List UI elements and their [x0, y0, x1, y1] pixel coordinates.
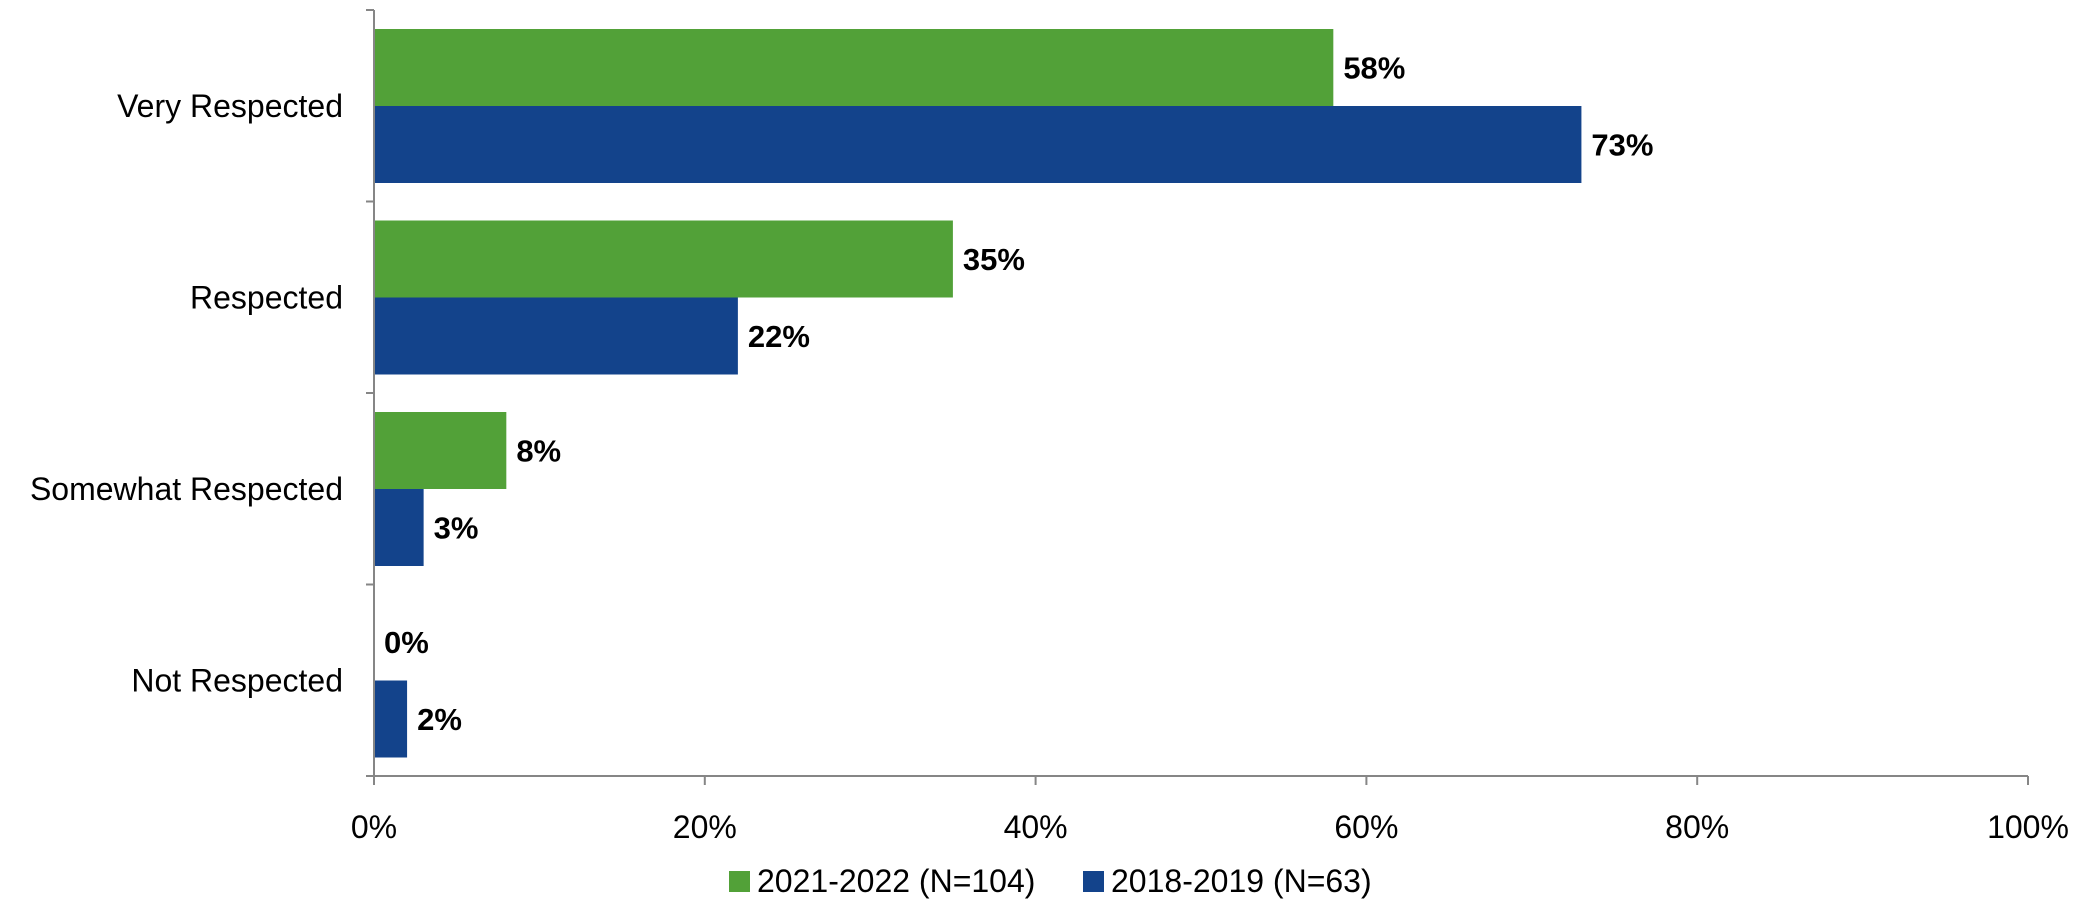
category-label: Not Respected: [131, 662, 343, 698]
category-label: Somewhat Respected: [30, 471, 343, 507]
legend-label: 2018-2019 (N=63): [1111, 863, 1372, 899]
legend-swatch-2018-2019: [1083, 871, 1104, 892]
data-label: 8%: [516, 434, 561, 469]
x-tick-label: 80%: [1665, 809, 1729, 845]
data-label: 2%: [417, 702, 462, 737]
bar-series-2021-2022: [374, 29, 1334, 106]
legend-swatch-2021-2022: [729, 871, 750, 892]
x-tick-label: 20%: [673, 809, 737, 845]
data-label: 0%: [384, 625, 429, 660]
bar-series-2018-2019: [374, 297, 738, 375]
category-label: Respected: [190, 279, 343, 315]
x-tick-label: 60%: [1334, 809, 1398, 845]
data-label: 22%: [748, 319, 810, 354]
x-tick-label: 40%: [1004, 809, 1068, 845]
category-label: Very Respected: [117, 88, 343, 124]
bar-series-2018-2019: [374, 489, 424, 566]
x-tick-label: 0%: [351, 809, 397, 845]
data-label: 3%: [434, 511, 479, 546]
data-label: 35%: [963, 242, 1025, 277]
bar-series-2021-2022: [374, 220, 953, 298]
data-label: 73%: [1591, 128, 1653, 163]
bar-series-2018-2019: [374, 106, 1582, 183]
bar-series-2021-2022: [374, 412, 507, 489]
legend-label: 2021-2022 (N=104): [757, 863, 1035, 899]
x-tick-label: 100%: [1987, 809, 2069, 845]
data-label: 58%: [1343, 51, 1405, 86]
bar-series-2018-2019: [374, 680, 408, 758]
